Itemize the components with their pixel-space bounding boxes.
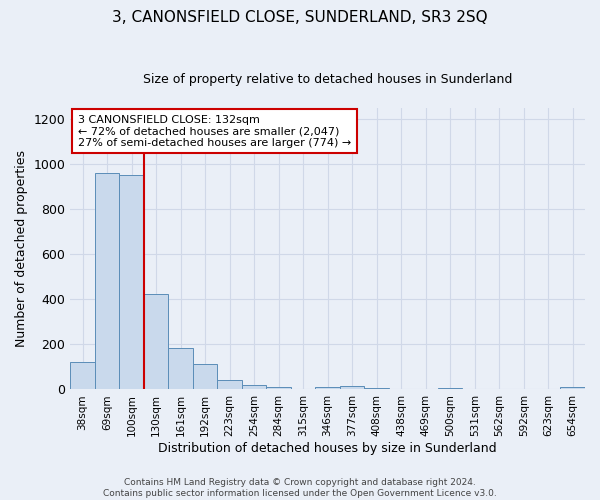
Bar [438,388,463,390]
Bar [95,173,119,390]
Title: Size of property relative to detached houses in Sunderland: Size of property relative to detached ho… [143,72,512,86]
Text: 3, CANONSFIELD CLOSE, SUNDERLAND, SR3 2SQ: 3, CANONSFIELD CLOSE, SUNDERLAND, SR3 2S… [112,10,488,25]
Bar [193,364,217,390]
Text: Contains HM Land Registry data © Crown copyright and database right 2024.
Contai: Contains HM Land Registry data © Crown c… [103,478,497,498]
Y-axis label: Number of detached properties: Number of detached properties [15,150,28,347]
Bar [340,386,364,390]
Bar [316,386,340,390]
Bar [70,362,95,390]
Bar [536,389,560,390]
Bar [266,386,291,390]
Bar [242,386,266,390]
Bar [217,380,242,390]
Bar [169,348,193,390]
Bar [144,294,169,390]
Bar [364,388,389,390]
Text: 3 CANONSFIELD CLOSE: 132sqm
← 72% of detached houses are smaller (2,047)
27% of : 3 CANONSFIELD CLOSE: 132sqm ← 72% of det… [78,114,351,148]
X-axis label: Distribution of detached houses by size in Sunderland: Distribution of detached houses by size … [158,442,497,455]
Bar [560,387,585,390]
Bar [119,175,144,390]
